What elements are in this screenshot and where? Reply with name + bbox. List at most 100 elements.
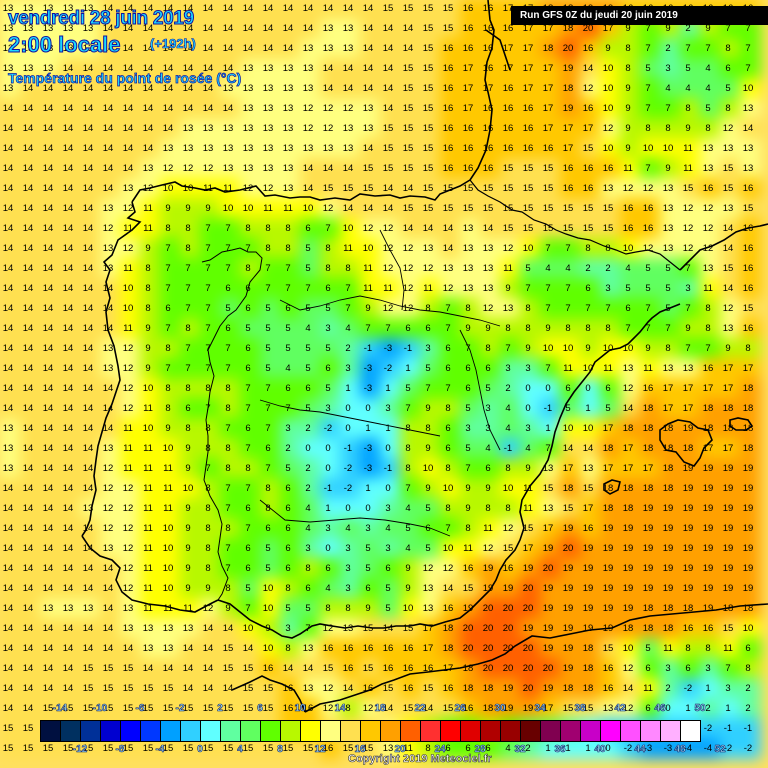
grid-value: 7 bbox=[225, 343, 231, 354]
grid-value: 7 bbox=[685, 303, 691, 314]
grid-value: 15 bbox=[482, 183, 494, 194]
grid-value: 16 bbox=[382, 663, 394, 674]
grid-value: 13 bbox=[282, 83, 294, 94]
grid-value: 7 bbox=[565, 303, 571, 314]
grid-value: 14 bbox=[42, 683, 54, 694]
grid-value: 15 bbox=[582, 143, 594, 154]
grid-value: 13 bbox=[342, 623, 354, 634]
grid-value: 8 bbox=[685, 103, 691, 114]
grid-value: 14 bbox=[182, 23, 194, 34]
grid-value: 14 bbox=[62, 363, 74, 374]
grid-value: 15 bbox=[582, 703, 594, 714]
grid-value: 13 bbox=[482, 283, 494, 294]
grid-value: 15 bbox=[122, 703, 134, 714]
grid-value: 7 bbox=[585, 303, 591, 314]
grid-value: 13 bbox=[242, 83, 254, 94]
grid-value: 5 bbox=[525, 263, 531, 274]
grid-value: 15 bbox=[402, 123, 414, 134]
grid-value: 8 bbox=[445, 403, 451, 414]
grid-value: 16 bbox=[462, 43, 474, 54]
grid-value: 18 bbox=[722, 423, 734, 434]
grid-value: 8 bbox=[305, 563, 311, 574]
grid-value: 6 bbox=[445, 363, 451, 374]
grid-value: 6 bbox=[265, 523, 271, 534]
grid-value: 12 bbox=[582, 83, 594, 94]
grid-value: 16 bbox=[602, 663, 614, 674]
grid-value: 17 bbox=[562, 143, 574, 154]
grid-value: 15 bbox=[202, 703, 214, 714]
grid-value: 13 bbox=[102, 243, 114, 254]
grid-value: 14 bbox=[42, 503, 54, 514]
grid-value: 11 bbox=[143, 523, 153, 534]
grid-value: 17 bbox=[622, 443, 634, 454]
grid-value: 5 bbox=[385, 583, 391, 594]
grid-value: 8 bbox=[205, 483, 211, 494]
grid-value: 15 bbox=[362, 183, 374, 194]
grid-value: 13 bbox=[282, 163, 294, 174]
grid-value: 3 bbox=[325, 523, 331, 534]
grid-value: 18 bbox=[622, 423, 634, 434]
legend-tick-label: -2 bbox=[175, 703, 185, 715]
grid-value: 11 bbox=[663, 643, 673, 654]
grid-value: 14 bbox=[142, 143, 154, 154]
grid-value: 15 bbox=[2, 723, 14, 734]
parameter-title: Température du point de rosée (°C) bbox=[8, 70, 242, 87]
legend-tick-label: 30 bbox=[494, 703, 506, 715]
grid-value: 20 bbox=[542, 563, 554, 574]
grid-value: 7 bbox=[245, 243, 251, 254]
grid-value: 5 bbox=[725, 83, 731, 94]
legend-tick-label: 22 bbox=[414, 703, 426, 715]
grid-value: 12 bbox=[682, 243, 694, 254]
grid-value: 8 bbox=[225, 443, 231, 454]
grid-value: 17 bbox=[502, 43, 514, 54]
grid-value: 13 bbox=[702, 263, 714, 274]
grid-value: 10 bbox=[242, 203, 254, 214]
grid-value: 14 bbox=[82, 323, 94, 334]
grid-value: 19 bbox=[722, 483, 734, 494]
grid-value: 5 bbox=[245, 583, 251, 594]
grid-value: 15 bbox=[542, 183, 554, 194]
grid-value: 16 bbox=[442, 83, 454, 94]
grid-value: 18 bbox=[442, 643, 454, 654]
grid-value: 5 bbox=[565, 403, 571, 414]
grid-value: 18 bbox=[742, 383, 754, 394]
grid-value: 5 bbox=[645, 263, 651, 274]
grid-value: 15 bbox=[522, 183, 534, 194]
grid-value: 19 bbox=[562, 563, 574, 574]
grid-value: 6 bbox=[325, 563, 331, 574]
grid-value: 7 bbox=[225, 423, 231, 434]
grid-value: 15 bbox=[122, 683, 134, 694]
grid-value: 8 bbox=[665, 123, 671, 134]
grid-value: 15 bbox=[22, 743, 34, 754]
grid-value: 14 bbox=[82, 303, 94, 314]
grid-value: 15 bbox=[2, 743, 14, 754]
grid-value: 12 bbox=[122, 583, 134, 594]
grid-value: 0 bbox=[325, 463, 331, 474]
grid-value: 16 bbox=[382, 643, 394, 654]
grid-value: 8 bbox=[585, 323, 591, 334]
grid-value: 16 bbox=[462, 23, 474, 34]
grid-value: -3 bbox=[363, 363, 373, 374]
grid-value: 11 bbox=[363, 263, 373, 274]
grid-value: 8 bbox=[205, 523, 211, 534]
grid-value: 13 bbox=[222, 83, 234, 94]
grid-value: 20 bbox=[502, 603, 514, 614]
grid-value: 16 bbox=[462, 3, 474, 14]
grid-value: 7 bbox=[625, 323, 631, 334]
grid-value: 18 bbox=[602, 503, 614, 514]
grid-value: 17 bbox=[582, 503, 594, 514]
legend-tick-label: 48 bbox=[674, 744, 686, 756]
grid-value: 4 bbox=[385, 523, 391, 534]
grid-value: 9 bbox=[525, 343, 531, 354]
grid-value: 15 bbox=[742, 203, 754, 214]
grid-value: 14 bbox=[282, 3, 294, 14]
grid-value: 12 bbox=[382, 243, 394, 254]
grid-value: 13 bbox=[42, 23, 54, 34]
grid-value: 14 bbox=[2, 103, 14, 114]
grid-value: 7 bbox=[745, 63, 751, 74]
grid-value: 17 bbox=[722, 363, 734, 374]
grid-value: 1 bbox=[385, 423, 391, 434]
legend-tick-label: 8 bbox=[277, 744, 283, 756]
grid-value: 14 bbox=[102, 383, 114, 394]
grid-value: 15 bbox=[602, 643, 614, 654]
